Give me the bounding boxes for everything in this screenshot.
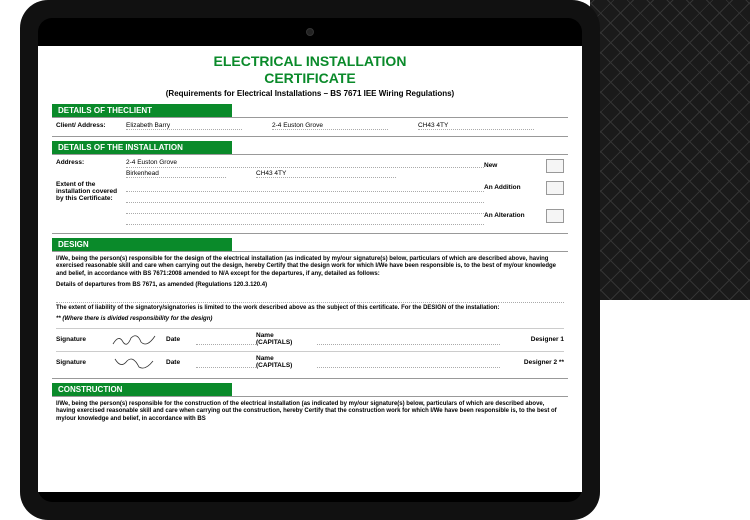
doc-title-line1: ELECTRICAL INSTALLATION xyxy=(52,54,568,69)
install-address-line2: Birkenhead xyxy=(126,170,226,178)
section-header-construction: CONSTRUCTION xyxy=(52,383,232,396)
install-extent-label: Extent of the installation covered by th… xyxy=(56,181,126,231)
client-section: Client/ Address: Elizabeth Barry 2-4 Eus… xyxy=(52,117,568,137)
client-postcode: CH43 4TY xyxy=(418,122,534,130)
section-header-client: DETAILS OF THECLIENT xyxy=(52,104,232,117)
design-para1: I/We, being the person(s) responsible fo… xyxy=(56,256,564,279)
section-header-installation: DETAILS OF THE INSTALLATION xyxy=(52,141,232,154)
sig2-signature[interactable] xyxy=(106,354,166,372)
signature-row-2: Signature Date Name (CAPITALS) Designer … xyxy=(56,351,564,374)
doc-subtitle: (Requirements for Electrical Installatio… xyxy=(52,89,568,98)
flag-addition-checkbox[interactable] xyxy=(546,181,564,195)
sig2-date-value[interactable] xyxy=(196,358,256,368)
install-address-label: Address: xyxy=(56,159,126,181)
sig1-signature[interactable] xyxy=(106,331,166,349)
decorative-pattern xyxy=(590,0,750,300)
sig1-label: Signature xyxy=(56,336,106,343)
extent-line xyxy=(126,183,484,192)
sig1-date-value[interactable] xyxy=(196,335,256,345)
client-name: Elizabeth Barry xyxy=(126,122,242,130)
flag-alteration-checkbox[interactable] xyxy=(546,209,564,223)
tablet-frame: ELECTRICAL INSTALLATION CERTIFICATE (Req… xyxy=(20,0,600,520)
sig1-date-label: Date xyxy=(166,336,196,343)
client-address: 2-4 Euston Grove xyxy=(272,122,388,130)
departure-line xyxy=(56,294,564,303)
doc-title-line2: CERTIFICATE xyxy=(52,71,568,86)
signature-row-1: Signature Date Name (CAPITALS) Designer … xyxy=(56,328,564,351)
tablet-bezel: ELECTRICAL INSTALLATION CERTIFICATE (Req… xyxy=(38,18,582,502)
extent-line xyxy=(126,205,484,214)
sig2-date-label: Date xyxy=(166,359,196,366)
certificate-document: ELECTRICAL INSTALLATION CERTIFICATE (Req… xyxy=(38,46,582,443)
construction-para1: I/We, being the person(s) responsible fo… xyxy=(56,401,564,424)
sig1-name-value[interactable] xyxy=(317,335,500,345)
tablet-screen: ELECTRICAL INSTALLATION CERTIFICATE (Req… xyxy=(38,46,582,492)
sig1-name-label: Name (CAPITALS) xyxy=(256,333,311,346)
extent-line xyxy=(126,194,484,203)
design-section: I/We, being the person(s) responsible fo… xyxy=(52,251,568,379)
extent-line xyxy=(126,216,484,225)
sig1-designer-label: Designer 1 xyxy=(506,336,564,343)
client-address-label: Client/ Address: xyxy=(56,122,126,129)
install-address-postcode: CH43 4TY xyxy=(256,170,396,178)
section-header-design: DESIGN xyxy=(52,238,232,251)
sig2-name-value[interactable] xyxy=(317,358,500,368)
install-address-line1: 2-4 Euston Grove xyxy=(126,159,484,168)
design-departures-label: Details of departures from BS 7671, as a… xyxy=(56,282,564,290)
flag-addition-label: An Addition xyxy=(484,184,521,191)
sig2-designer-label: Designer 2 ** xyxy=(506,359,564,366)
flag-new-checkbox[interactable] xyxy=(546,159,564,173)
flag-alteration-label: An Alteration xyxy=(484,212,525,219)
design-divided: ** (Where there is divided responsibilit… xyxy=(56,316,564,324)
camera-icon xyxy=(306,28,314,36)
installation-section: Address: 2-4 Euston Grove Birkenhead CH4… xyxy=(52,154,568,234)
sig2-label: Signature xyxy=(56,359,106,366)
flag-new-label: New xyxy=(484,162,497,169)
construction-section: I/We, being the person(s) responsible fo… xyxy=(52,396,568,432)
sig2-name-label: Name (CAPITALS) xyxy=(256,356,311,369)
design-liability: The extent of liability of the signatory… xyxy=(56,305,564,313)
